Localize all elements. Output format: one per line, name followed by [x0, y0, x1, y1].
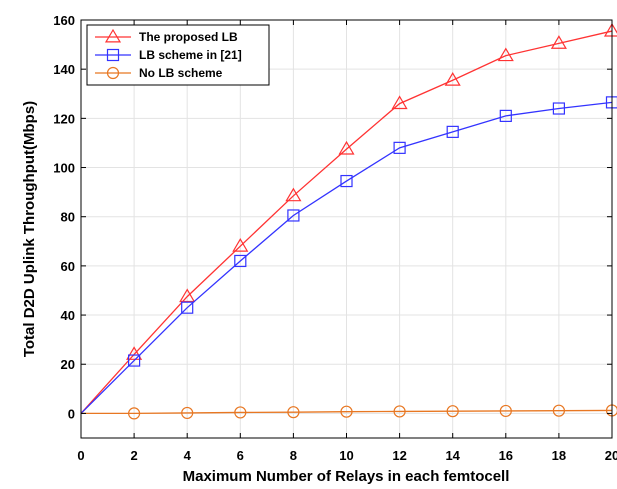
y-tick-label: 20	[61, 357, 75, 372]
y-tick-label: 140	[53, 62, 75, 77]
series-point	[340, 405, 353, 418]
series-point	[338, 140, 355, 155]
series-point	[393, 141, 406, 154]
series-point	[446, 405, 459, 418]
series-point	[391, 95, 408, 110]
series-line	[80, 30, 613, 414]
y-tick-label: 100	[53, 161, 75, 176]
axis-ticks: 0 2 4 6 8 10 12 14 16 18 20 0 20 40 60 80 100 120 140 160	[53, 13, 617, 463]
y-tick-label: 80	[61, 210, 75, 225]
x-tick-label: 2	[130, 448, 137, 463]
y-tick-label: 40	[61, 308, 75, 323]
series-point	[179, 288, 196, 303]
legend-label: LB scheme in [21]	[139, 48, 242, 62]
x-tick-label: 8	[290, 448, 297, 463]
series-point	[181, 406, 194, 420]
x-tick-label: 20	[605, 448, 617, 463]
series-point	[234, 406, 247, 419]
legend-label: No LB scheme	[139, 66, 223, 80]
series-point	[552, 404, 566, 417]
series-point	[497, 47, 514, 62]
x-tick-label: 6	[237, 448, 244, 463]
series-point	[181, 301, 194, 314]
legend-label: The proposed LB	[139, 30, 238, 44]
series-point	[552, 102, 566, 115]
series-point	[446, 125, 459, 138]
x-tick-label: 4	[184, 448, 192, 463]
series-point	[285, 187, 302, 202]
x-tick-label: 18	[552, 448, 566, 463]
series-point	[550, 35, 567, 49]
series-point	[340, 174, 353, 188]
legend-marker	[106, 66, 120, 80]
series-point	[287, 406, 300, 419]
grid-lines	[81, 19, 612, 438]
legend-item: No LB scheme	[95, 66, 223, 80]
x-axis-label: Maximum Number of Relays in each femtoce…	[183, 468, 510, 485]
series-point	[234, 254, 247, 268]
series-point	[499, 404, 512, 418]
y-tick-label: 120	[53, 111, 75, 126]
series-point	[444, 72, 461, 86]
series-line	[80, 101, 613, 414]
legend-marker	[104, 28, 122, 43]
series-point	[393, 405, 406, 418]
legend-marker	[106, 48, 120, 62]
series-point	[128, 407, 141, 420]
legend: The proposed LB LB scheme in [21] No LB sc…	[86, 24, 270, 86]
series-point	[128, 354, 141, 367]
series-point	[287, 209, 300, 222]
y-tick-label: 60	[61, 259, 75, 274]
series-1	[80, 22, 617, 414]
series-layer	[80, 22, 617, 420]
x-tick-label: 10	[339, 448, 353, 463]
series-point	[232, 238, 249, 252]
legend-item: LB scheme in [21]	[95, 48, 242, 62]
series-point	[126, 346, 143, 360]
x-tick-label: 12	[392, 448, 406, 463]
x-tick-label: 14	[445, 448, 460, 463]
y-tick-label: 0	[68, 406, 75, 421]
legend-item: The proposed LB	[95, 28, 238, 44]
series-point	[499, 109, 512, 122]
y-axis-label: Total D2D Uplink Throughput(Mbps)	[21, 101, 38, 357]
y-tick-label: 160	[53, 13, 75, 28]
x-tick-label: 0	[77, 448, 84, 463]
series-line	[81, 409, 613, 415]
x-tick-label: 16	[499, 448, 513, 463]
